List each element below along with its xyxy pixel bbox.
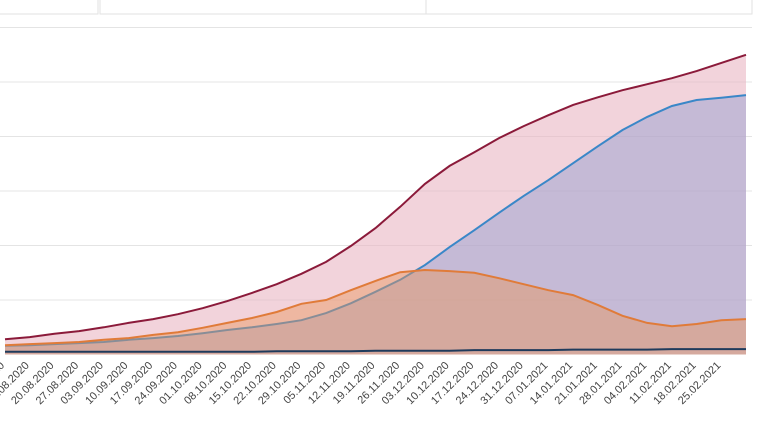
area (5, 270, 746, 355)
filter-box[interactable] (425, 0, 753, 15)
line (4, 53, 747, 341)
filter-box[interactable] (99, 0, 427, 15)
area (5, 54, 746, 355)
filter-box[interactable] (0, 0, 99, 15)
line (4, 94, 747, 347)
line (5, 348, 746, 353)
line (4, 268, 747, 347)
area (5, 95, 746, 355)
